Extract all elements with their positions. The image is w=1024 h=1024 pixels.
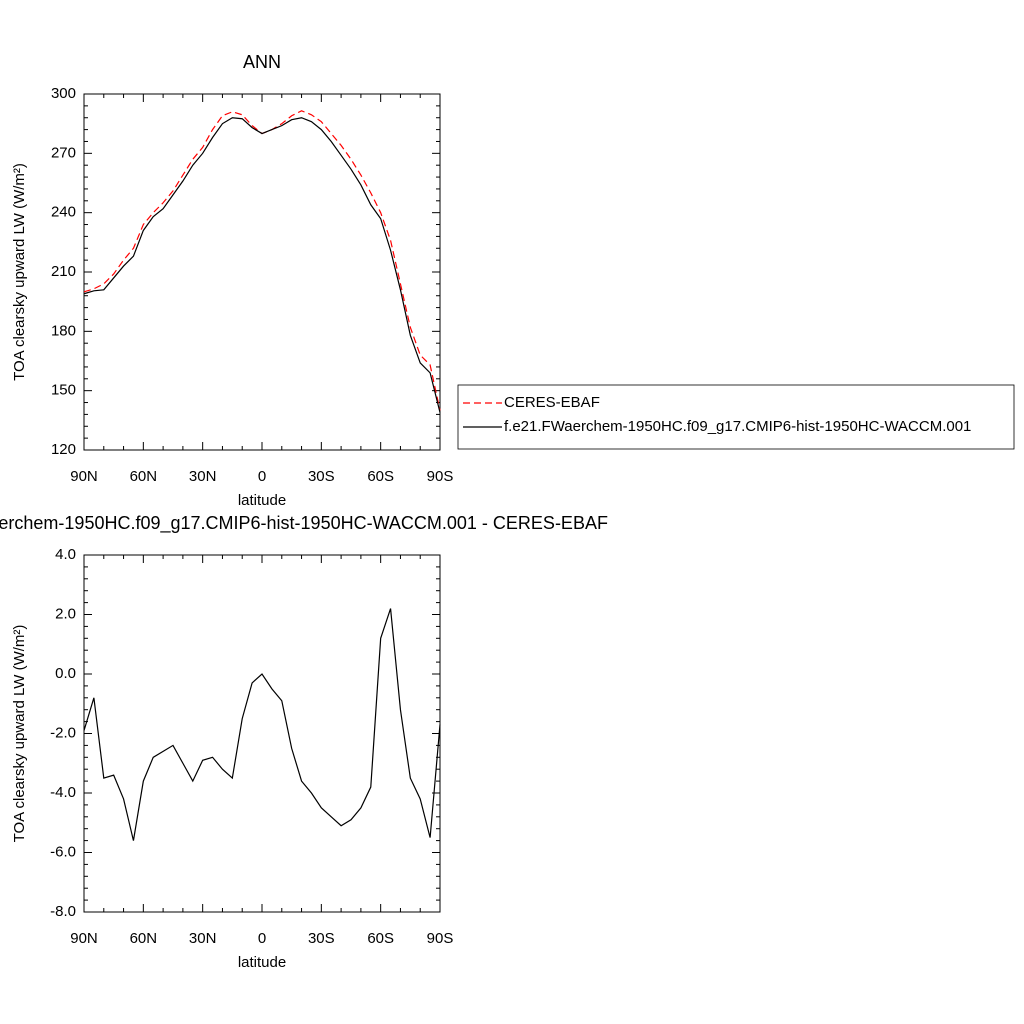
- data-line: [83, 110, 441, 411]
- legend-box: [457, 384, 1015, 450]
- y-axis-label: TOA clearsky upward LW (W/m²): [11, 625, 28, 843]
- legend-label: CERES-EBAF: [504, 394, 600, 411]
- x-tick-label: 0: [258, 468, 266, 485]
- x-axis-label: latitude: [238, 492, 286, 509]
- y-tick-label: 300: [51, 85, 76, 102]
- y-tick-label: -8.0: [50, 903, 76, 920]
- y-tick-label: -2.0: [50, 724, 76, 741]
- x-tick-label: 30S: [308, 468, 335, 485]
- y-tick-label: 240: [51, 204, 76, 221]
- y-tick-label: 120: [51, 441, 76, 458]
- plot-frame: [83, 93, 441, 451]
- y-axis-label: TOA clearsky upward LW (W/m²): [11, 163, 28, 381]
- x-tick-label: 90N: [70, 468, 98, 485]
- x-tick-label: 60N: [130, 468, 158, 485]
- x-tick-label: 60S: [367, 468, 394, 485]
- x-tick-label: 90S: [427, 468, 454, 485]
- x-tick-label: 30S: [308, 930, 335, 947]
- y-tick-label: -4.0: [50, 784, 76, 801]
- x-tick-label: 30N: [189, 468, 217, 485]
- x-tick-label: 60S: [367, 930, 394, 947]
- legend-label: f.e21.FWaerchem-1950HC.f09_g17.CMIP6-his…: [504, 418, 971, 435]
- x-axis-label: latitude: [238, 954, 286, 971]
- x-tick-label: 0: [258, 930, 266, 947]
- data-line: [83, 117, 441, 413]
- data-line: [83, 608, 441, 841]
- x-tick-label: 90N: [70, 930, 98, 947]
- y-tick-label: 210: [51, 263, 76, 280]
- x-tick-label: 30N: [189, 930, 217, 947]
- x-tick-label: 90S: [427, 930, 454, 947]
- chart-title: ANN: [243, 52, 281, 72]
- y-tick-label: -6.0: [50, 843, 76, 860]
- y-tick-label: 4.0: [55, 546, 76, 563]
- chart-title: f.e21.FWaerchem-1950HC.f09_g17.CMIP6-his…: [0, 513, 608, 534]
- y-tick-label: 180: [51, 322, 76, 339]
- x-tick-label: 60N: [130, 930, 158, 947]
- y-tick-label: 270: [51, 144, 76, 161]
- y-tick-label: 0.0: [55, 665, 76, 682]
- plot-frame: [83, 554, 441, 913]
- y-tick-label: 150: [51, 382, 76, 399]
- y-tick-label: 2.0: [55, 605, 76, 622]
